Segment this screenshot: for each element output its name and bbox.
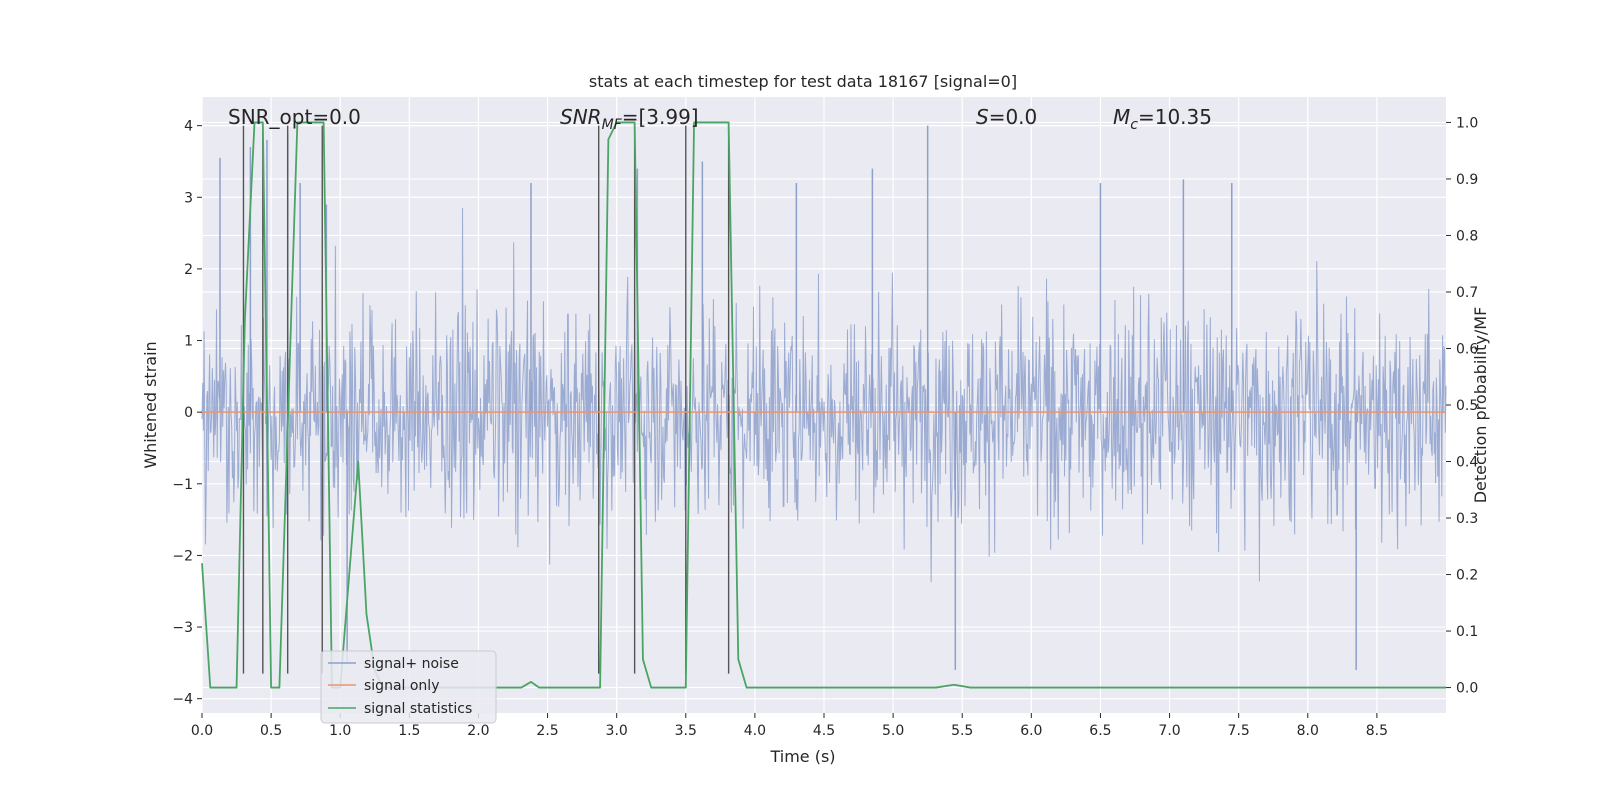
x-tick-label: 1.0 bbox=[329, 723, 351, 739]
snr-mf-subscript: MF bbox=[602, 117, 623, 133]
noise-path bbox=[201, 207, 1447, 583]
x-tick-label: 2.5 bbox=[536, 723, 558, 739]
y-tick-label-right: 0.1 bbox=[1456, 624, 1478, 640]
x-tick-label: 1.5 bbox=[398, 723, 420, 739]
y-axis-label-right: Detection probability/MF bbox=[1471, 307, 1490, 504]
y-tick-label-left: 3 bbox=[184, 190, 193, 206]
y-tick-label-right: 0.7 bbox=[1456, 285, 1478, 301]
x-tick-label: 7.5 bbox=[1228, 723, 1250, 739]
x-tick-label: 6.5 bbox=[1089, 723, 1111, 739]
legend: signal+ noise signal only signal statist… bbox=[320, 650, 497, 724]
s-value: =0.0 bbox=[989, 105, 1038, 129]
snr-mf-name: SNR bbox=[560, 105, 602, 129]
x-tick-label: 5.0 bbox=[882, 723, 904, 739]
x-tick-label: 4.0 bbox=[744, 723, 766, 739]
x-tick-label: 6.0 bbox=[1020, 723, 1042, 739]
y-tick-label-right: 0.2 bbox=[1456, 568, 1478, 584]
y-tick-label-right: 0.4 bbox=[1456, 455, 1478, 471]
y-tick-label-right: 1.0 bbox=[1456, 115, 1478, 131]
snr-mf-value: =[3.99] bbox=[622, 105, 699, 129]
legend-label-signal-only: signal only bbox=[364, 678, 439, 694]
x-tick-label: 0.5 bbox=[260, 723, 282, 739]
legend-label-signal-noise: signal+ noise bbox=[364, 656, 459, 672]
y-tick-label-right: 0.0 bbox=[1456, 681, 1478, 697]
axis-ticks: 0.0 0.5 1.0 1.5 2.0 2.5 3.0 3.5 4.0 4.5 5.0 5.5 6.0 6… bbox=[172, 115, 1478, 739]
y-tick-label-left: −1 bbox=[172, 477, 193, 493]
y-tick-label-left: −3 bbox=[172, 620, 193, 636]
y-tick-label-right: 0.3 bbox=[1456, 511, 1478, 527]
chart-title: stats at each timestep for test data 181… bbox=[589, 72, 1017, 91]
y-tick-label-left: 0 bbox=[184, 405, 193, 421]
mc-subscript: c bbox=[1130, 117, 1138, 133]
legend-label-signal-statistics: signal statistics bbox=[364, 701, 472, 717]
x-tick-label: 5.5 bbox=[951, 723, 973, 739]
y-tick-label-right: 0.8 bbox=[1456, 228, 1478, 244]
y-tick-label-left: 2 bbox=[184, 262, 193, 278]
x-tick-label: 3.0 bbox=[606, 723, 628, 739]
y-tick-label-left: −4 bbox=[172, 692, 193, 708]
x-tick-label: 2.0 bbox=[467, 723, 489, 739]
mc-name: M bbox=[1113, 105, 1130, 129]
y-tick-label-right: 0.5 bbox=[1456, 398, 1478, 414]
y-axis-label-left: Whitened strain bbox=[141, 341, 160, 468]
snr-mf-annotation: SNRMF=[3.99] bbox=[560, 105, 699, 133]
x-tick-label: 3.5 bbox=[675, 723, 697, 739]
x-tick-label: 8.0 bbox=[1297, 723, 1319, 739]
s-name: S bbox=[976, 105, 989, 129]
y-tick-label-left: 1 bbox=[184, 334, 193, 350]
legend-box bbox=[320, 650, 497, 724]
snr-opt-annotation: SNR_opt=0.0 bbox=[228, 105, 361, 129]
x-tick-label: 7.0 bbox=[1158, 723, 1180, 739]
y-tick-label-right: 0.6 bbox=[1456, 341, 1478, 357]
y-tick-label-left: −2 bbox=[172, 548, 193, 564]
mc-annotation: Mc=10.35 bbox=[1113, 105, 1212, 133]
x-axis-label: Time (s) bbox=[769, 747, 835, 766]
mc-value: =10.35 bbox=[1138, 105, 1212, 129]
x-tick-label: 8.5 bbox=[1366, 723, 1388, 739]
x-tick-label: 0.0 bbox=[191, 723, 213, 739]
x-tick-label: 4.5 bbox=[813, 723, 835, 739]
y-tick-label-right: 0.9 bbox=[1456, 172, 1478, 188]
s-annotation: S=0.0 bbox=[976, 105, 1037, 129]
signal-statistics-path bbox=[201, 121, 1446, 689]
y-tick-label-left: 4 bbox=[184, 119, 193, 135]
signal-statistics-line bbox=[201, 121, 1446, 689]
